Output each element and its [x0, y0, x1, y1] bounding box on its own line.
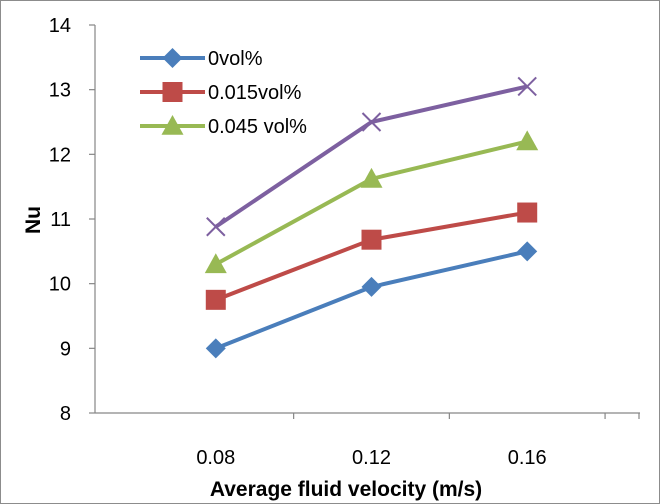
series-3 [206, 76, 537, 237]
series-0 [205, 241, 538, 359]
legend-item: 0.045 vol% [140, 115, 307, 138]
axes [89, 24, 640, 419]
data-point [517, 202, 538, 223]
x-marker-stroke [517, 76, 537, 97]
legend-label: 0vol% [208, 48, 263, 70]
series-group [204, 76, 539, 359]
data-point [361, 112, 382, 132]
data-point [204, 253, 227, 274]
y-axis-title: Nu [22, 206, 45, 234]
x-tick-label: 0.12 [352, 447, 391, 469]
x-marker-stroke [361, 112, 382, 132]
y-tick-label: 11 [50, 209, 71, 231]
series-1 [205, 202, 538, 310]
series-line [214, 84, 528, 229]
y-tick-labels: 8 9 10 11 12 13 14 [49, 15, 71, 425]
legend-item: 0vol% [140, 48, 263, 70]
data-point [517, 76, 537, 97]
x-axis-title: Average fluid velocity (m/s) [210, 478, 482, 501]
series-line [215, 249, 528, 351]
x-tick-labels: 0.08 0.12 0.16 [196, 447, 546, 469]
y-tick-label: 13 [49, 80, 71, 102]
data-point [517, 241, 538, 262]
y-tick-label: 10 [49, 274, 71, 296]
data-point [361, 229, 382, 250]
data-point [206, 217, 226, 237]
legend-swatch-marker [161, 115, 184, 135]
data-point [205, 338, 226, 359]
data-point [516, 130, 539, 151]
data-point [360, 167, 383, 188]
series-2 [204, 130, 539, 274]
legend: 0vol% 0.015vol% 0.045 vol% [140, 48, 307, 138]
legend-label: 0.015vol% [208, 82, 302, 104]
legend-swatch-marker [162, 48, 183, 68]
legend-item: 0.015vol% [140, 82, 302, 104]
y-tick-label: 14 [49, 15, 71, 37]
x-marker-stroke [206, 217, 226, 237]
x-tick-label: 0.16 [508, 447, 547, 469]
y-tick-label: 8 [60, 403, 71, 425]
y-tick-label: 9 [60, 338, 71, 360]
legend-swatch-marker [162, 82, 183, 102]
y-tick-label: 12 [49, 144, 71, 166]
legend-label: 0.045 vol% [208, 116, 307, 138]
data-point [205, 289, 226, 310]
x-tick-label: 0.08 [196, 447, 235, 469]
data-point [361, 276, 382, 297]
